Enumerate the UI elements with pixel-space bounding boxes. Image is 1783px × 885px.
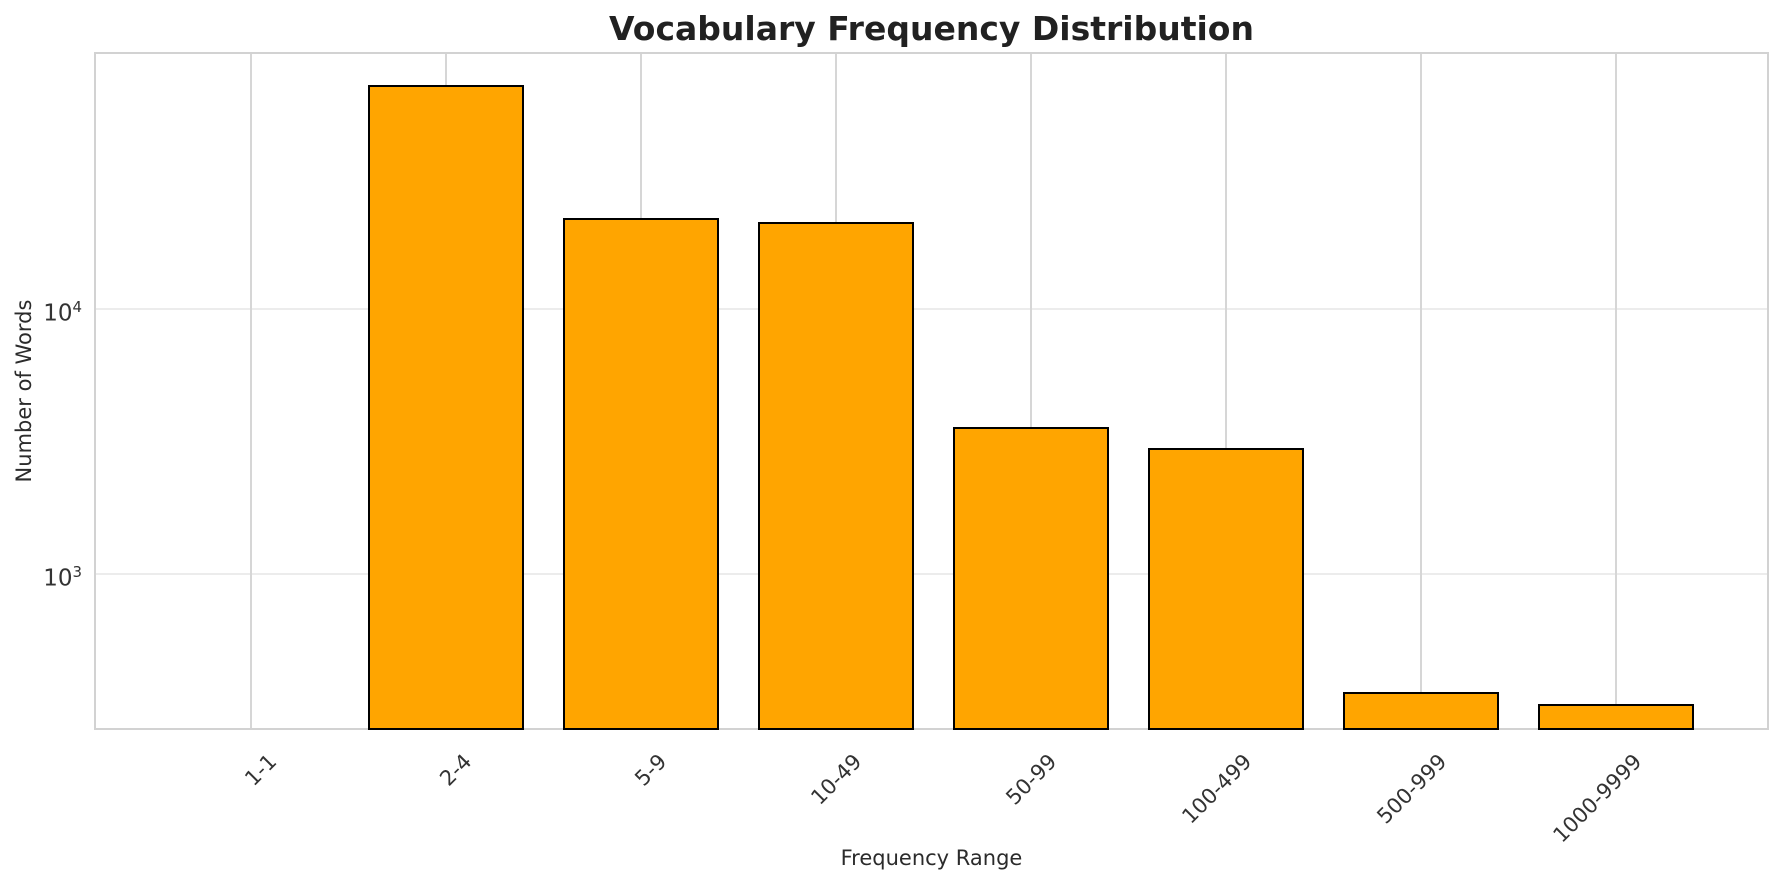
bar-5-9	[563, 218, 719, 730]
x-gridline	[1420, 54, 1422, 728]
bar-100-499	[1148, 447, 1304, 730]
x-gridline	[1225, 54, 1227, 728]
bar-10-49	[758, 222, 914, 730]
y-tick-label: 103	[43, 563, 82, 592]
bar-50-99	[953, 426, 1109, 730]
x-gridline	[1615, 54, 1617, 728]
y-gridline	[96, 573, 1767, 576]
bar-1000-9999	[1538, 703, 1694, 730]
plot-area	[94, 52, 1769, 730]
y-tick-label: 104	[43, 298, 82, 327]
x-gridline	[250, 54, 252, 728]
bar-500-999	[1343, 691, 1499, 730]
y-axis-label: Number of Words	[12, 299, 36, 483]
y-gridline	[96, 308, 1767, 311]
x-axis-label: Frequency Range	[840, 846, 1023, 870]
bar-2-4	[368, 85, 524, 730]
x-gridline	[1030, 54, 1032, 728]
chart-title: Vocabulary Frequency Distribution	[609, 9, 1254, 48]
